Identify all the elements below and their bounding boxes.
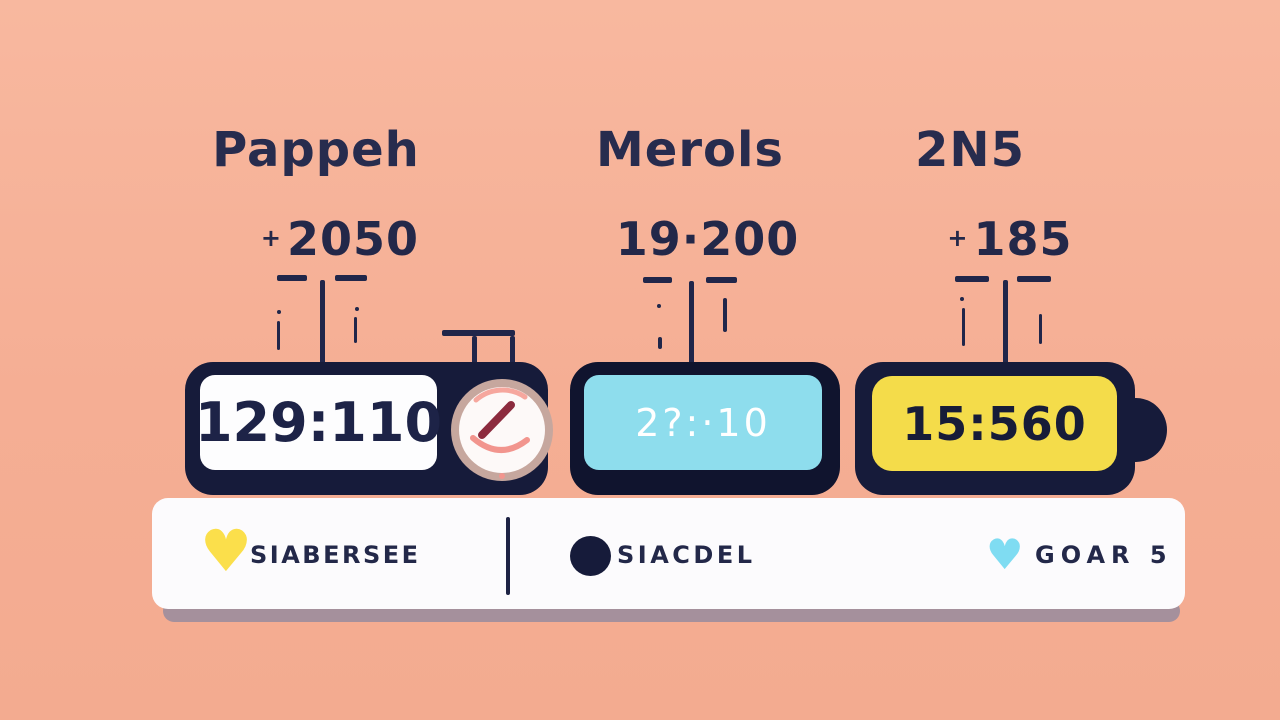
tick-dot xyxy=(277,310,281,314)
tick-dash xyxy=(277,275,307,281)
tick-dash xyxy=(955,276,989,282)
column-3-value-number: 185 xyxy=(973,212,1073,266)
dot-navy-icon xyxy=(570,536,611,576)
heart-yellow-icon: ♥ xyxy=(200,517,252,585)
tick-dot xyxy=(960,297,964,301)
plus-icon: + xyxy=(947,224,969,252)
column-2-value: 19·200 xyxy=(555,212,855,266)
timer-device-3: 15:560 xyxy=(855,362,1135,495)
column-1-value-number: 2050 xyxy=(287,212,420,266)
heart-blue-icon: ♥ xyxy=(986,530,1024,579)
tick-dash xyxy=(335,275,367,281)
column-2-title: Merols xyxy=(596,122,784,178)
clock-display-1: 129:110 xyxy=(195,375,442,470)
column-3-title: 2N5 xyxy=(915,122,1025,178)
column-1-value: +2050 xyxy=(190,212,490,266)
tick-dash xyxy=(1017,276,1051,282)
tick-dash xyxy=(706,277,737,283)
tick-line xyxy=(277,321,280,350)
column-3-value: +185 xyxy=(860,212,1160,266)
timer-device-2: 2?:·10 xyxy=(570,362,840,495)
column-1-title: Pappeh xyxy=(212,122,420,178)
clock-display-2: 2?:·10 xyxy=(584,375,822,470)
bracket-leg xyxy=(472,336,477,364)
timer-device-1: 129:110 xyxy=(185,362,553,495)
bracket-bar xyxy=(442,330,515,336)
drop-line xyxy=(1003,280,1008,366)
tick-line xyxy=(1039,314,1042,344)
drop-line xyxy=(689,281,694,366)
drop-line xyxy=(320,280,325,366)
legend-label-1: SIABERSEE xyxy=(250,541,421,569)
tick-line xyxy=(962,308,965,346)
legend-label-2: SIACDEL xyxy=(617,541,756,569)
tick-line xyxy=(354,317,357,343)
plus-icon: + xyxy=(260,224,283,252)
tick-line xyxy=(723,298,727,332)
clock-display-3: 15:560 xyxy=(872,376,1117,471)
legend-bar xyxy=(152,498,1185,609)
tick-dot xyxy=(657,304,661,308)
tick-line xyxy=(658,337,662,349)
legend-label-3: GOAR 5 xyxy=(1035,541,1173,569)
gauge-icon xyxy=(451,379,553,481)
legend-divider xyxy=(506,517,510,595)
bracket-leg xyxy=(510,336,515,364)
column-2-value-number: 19·200 xyxy=(615,212,800,266)
tick-dash xyxy=(643,277,672,283)
tick-dot xyxy=(355,307,359,311)
